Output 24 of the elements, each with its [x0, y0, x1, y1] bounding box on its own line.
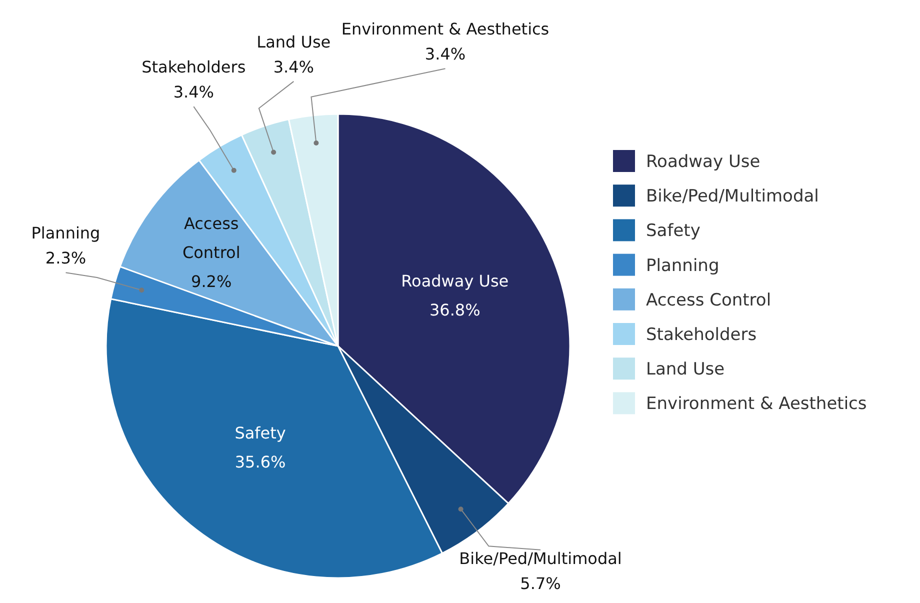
data-label: 2.3% — [45, 248, 86, 268]
data-label: 3.4% — [424, 44, 466, 64]
slice-label: Safety — [234, 424, 286, 443]
slice-label: Planning — [31, 224, 100, 243]
slice-label: Bike/Ped/Multimodal — [459, 548, 622, 568]
slice-label: Land Use — [256, 32, 331, 52]
data-label: 9.2% — [191, 272, 232, 291]
slice-label: Stakeholders — [142, 58, 246, 77]
legend-label: Stakeholders — [646, 325, 757, 345]
legend-label: Access Control — [646, 290, 772, 310]
legend-label: Land Use — [646, 360, 725, 380]
legend-label: Bike/Ped/Multimodal — [646, 186, 819, 207]
data-label: 5.7% — [520, 574, 561, 593]
slice-label: Roadway Use — [401, 271, 509, 290]
data-label: 35.6% — [234, 452, 286, 472]
legend-label: Roadway Use — [646, 152, 760, 172]
legend-label: Environment & Aesthetics — [646, 394, 867, 414]
data-label: 3.4% — [173, 82, 214, 102]
slice-label: Environment & Aesthetics — [341, 20, 550, 39]
slice-label: Access Control — [182, 214, 240, 262]
legend-label: Planning — [646, 256, 720, 276]
data-label: 36.8% — [429, 300, 480, 320]
legend-label: Safety — [646, 221, 700, 242]
data-label: 3.4% — [273, 57, 314, 76]
